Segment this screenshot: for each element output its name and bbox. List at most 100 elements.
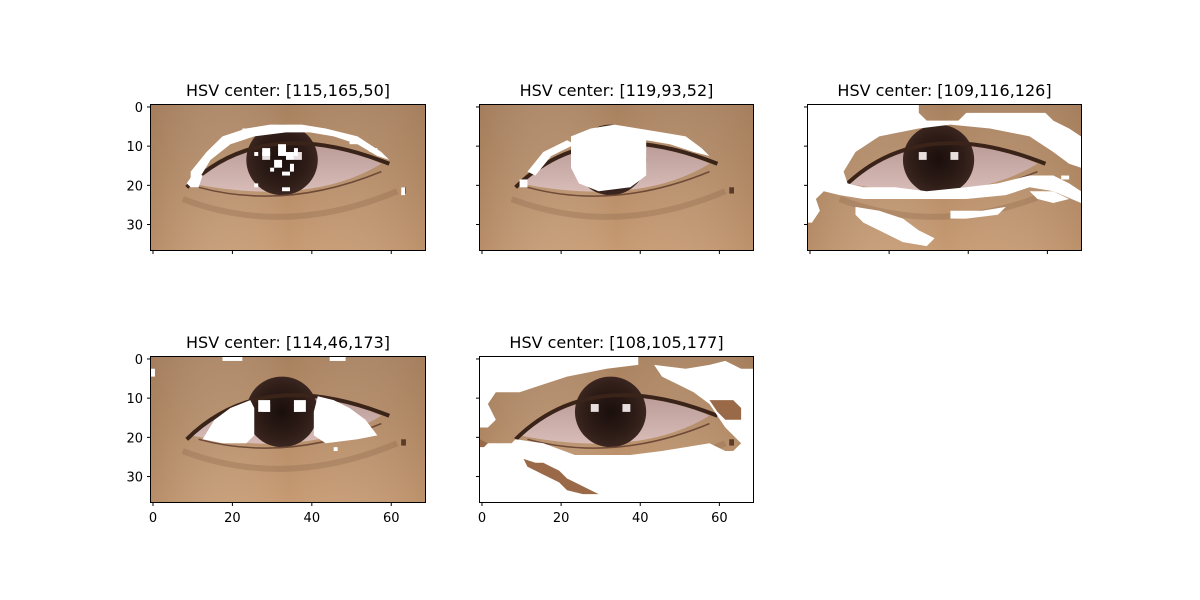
lower-eyelid [198, 170, 382, 197]
mole [729, 439, 735, 446]
unmasked-skin-region [480, 439, 488, 448]
y-tick-label: 20 [126, 431, 143, 446]
panel-image [151, 105, 425, 250]
mask-region [855, 206, 935, 247]
subplot-panel: HSV center: [109,116,126] [804, 81, 1082, 254]
panel-title: HSV center: [114,46,173] [186, 333, 390, 352]
y-tick-label: 30 [126, 219, 143, 234]
mask-region [289, 163, 294, 172]
mask-region [254, 183, 259, 188]
axes-frame [150, 104, 426, 251]
upper-eyelid [185, 393, 391, 441]
catchlight [918, 152, 927, 160]
subplot-panel: HSV center: [108,105,177] 0 20 40 60 [476, 333, 754, 526]
mask-region [808, 199, 820, 223]
mask-region [329, 357, 346, 361]
under-eye-shadow [181, 440, 399, 472]
y-tick-label: 0 [135, 101, 143, 116]
mask-region [293, 400, 306, 412]
mask-region [278, 144, 287, 156]
mask-region [950, 206, 1006, 219]
mask-region [293, 148, 298, 156]
catchlight [950, 152, 959, 160]
mask-region [270, 167, 275, 172]
mask-region [1061, 175, 1070, 180]
mask-region [222, 357, 243, 361]
panel-image [480, 357, 753, 502]
catchlight [622, 404, 631, 412]
mask-region [286, 152, 294, 160]
y-tick-label: 20 [126, 179, 143, 194]
y-tick-label: 0 [135, 353, 143, 368]
panel-image [151, 357, 425, 502]
lower-eyelid [527, 170, 710, 197]
x-tick-label: 60 [383, 511, 400, 526]
axes-frame [479, 104, 754, 251]
mask-region [1069, 144, 1078, 153]
under-eye-shadow [838, 188, 1055, 220]
mask-region [313, 396, 378, 444]
unmasked-skin-region [709, 400, 742, 420]
iris [246, 376, 318, 448]
mask-region [274, 159, 283, 168]
catchlight [590, 404, 599, 412]
mask-region [369, 148, 378, 153]
mask-region [401, 187, 406, 196]
y-tick-label: 10 [126, 140, 143, 155]
mask-region [186, 171, 203, 188]
panel-title: HSV center: [108,105,177] [509, 333, 723, 352]
mask-region [282, 187, 290, 192]
y-tick-label: 30 [126, 471, 143, 486]
panel-title: HSV center: [115,165,50] [186, 81, 390, 100]
mole [729, 187, 735, 194]
x-tick-label: 40 [304, 511, 321, 526]
x-tick-label: 40 [632, 511, 649, 526]
mask-region [571, 124, 647, 192]
mask-region [151, 368, 155, 377]
lower-eyelid [527, 422, 710, 449]
upper-eyelid [185, 141, 391, 189]
axes-frame [807, 104, 1082, 251]
mole [401, 439, 406, 446]
mask-region [242, 128, 255, 133]
mask-region [282, 171, 290, 176]
mask-region [258, 400, 271, 412]
x-tick-label: 20 [553, 511, 570, 526]
panel-title: HSV center: [119,93,52] [520, 81, 714, 100]
mask-region [262, 148, 271, 156]
iris [902, 124, 975, 196]
upper-eyelid [514, 393, 719, 441]
x-tick-label: 20 [224, 511, 241, 526]
panel-image [480, 105, 753, 250]
under-eye-shadow [510, 188, 727, 220]
x-tick-label: 0 [149, 511, 157, 526]
mask-region [254, 152, 259, 156]
panel-image [808, 105, 1081, 250]
mask-region [808, 105, 1081, 203]
axes-frame [150, 356, 426, 503]
under-eye-shadow [181, 188, 399, 220]
iris [574, 376, 647, 448]
mask-region [349, 140, 362, 145]
subplot-panel: HSV center: [119,93,52] [476, 81, 754, 254]
mask-region [527, 140, 575, 176]
mask-region [190, 124, 390, 184]
mask-region [1029, 191, 1070, 203]
panel-title: HSV center: [109,116,126] [837, 81, 1051, 100]
mask-region [333, 447, 338, 452]
subplot-panel: HSV center: [114,46,173] 0 20 40 60 0 10 20 30 [126, 333, 426, 526]
axes-frame [479, 356, 754, 503]
mask-region [638, 128, 710, 156]
mask-region [480, 404, 496, 428]
y-tick-label: 10 [126, 392, 143, 407]
subplot-panel: HSV center: [115,165,50] 0 10 20 30 [126, 81, 426, 254]
mask-region [480, 357, 639, 405]
x-tick-label: 0 [478, 511, 486, 526]
x-tick-label: 60 [711, 511, 728, 526]
upper-eyelid [842, 141, 1047, 189]
mask-region [519, 179, 528, 188]
mask-region [202, 400, 255, 444]
unmasked-skin-region [523, 458, 599, 495]
